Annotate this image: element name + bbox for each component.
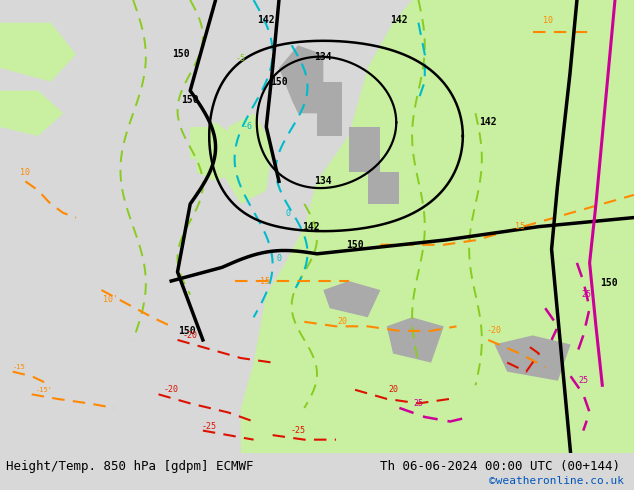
Polygon shape xyxy=(0,23,76,82)
Text: 150: 150 xyxy=(172,49,190,59)
Text: 10': 10' xyxy=(103,294,119,304)
Polygon shape xyxy=(317,0,634,263)
Text: 10: 10 xyxy=(20,168,30,177)
Text: 20: 20 xyxy=(337,318,347,326)
Text: 20: 20 xyxy=(388,385,398,394)
Text: -15': -15' xyxy=(36,387,53,393)
Polygon shape xyxy=(0,91,63,136)
Polygon shape xyxy=(317,82,342,136)
Text: 25: 25 xyxy=(581,290,592,299)
Text: -5: -5 xyxy=(236,54,246,63)
Polygon shape xyxy=(197,122,235,181)
Text: 0: 0 xyxy=(286,209,291,218)
Polygon shape xyxy=(387,318,444,363)
Text: 150: 150 xyxy=(178,326,196,336)
Text: 25: 25 xyxy=(413,399,424,408)
Polygon shape xyxy=(279,46,323,113)
Text: -20: -20 xyxy=(183,331,198,340)
Polygon shape xyxy=(241,417,634,453)
Polygon shape xyxy=(349,127,380,172)
Text: -20: -20 xyxy=(164,385,179,394)
Text: 142: 142 xyxy=(391,15,408,25)
Text: 10: 10 xyxy=(543,16,553,25)
Text: -15: -15 xyxy=(13,364,25,370)
Polygon shape xyxy=(190,127,209,159)
Text: 142: 142 xyxy=(302,221,320,232)
Polygon shape xyxy=(495,335,571,381)
Text: 142: 142 xyxy=(257,15,275,25)
Text: 150: 150 xyxy=(346,240,364,250)
Text: -20: -20 xyxy=(487,326,502,335)
Text: ©weatheronline.co.uk: ©weatheronline.co.uk xyxy=(489,476,624,486)
Text: 150: 150 xyxy=(181,95,199,105)
Text: 142: 142 xyxy=(479,118,497,127)
Text: -25: -25 xyxy=(202,421,217,431)
Text: 134: 134 xyxy=(314,176,332,186)
Text: 150: 150 xyxy=(270,76,288,87)
Text: 150: 150 xyxy=(600,278,618,288)
Text: -6: -6 xyxy=(242,122,252,131)
Text: 25: 25 xyxy=(578,376,588,385)
Text: -25: -25 xyxy=(290,426,306,435)
Text: -15: -15 xyxy=(256,276,271,286)
Polygon shape xyxy=(241,136,634,453)
Text: Height/Temp. 850 hPa [gdpm] ECMWF: Height/Temp. 850 hPa [gdpm] ECMWF xyxy=(6,460,254,473)
Polygon shape xyxy=(368,172,399,204)
Text: 15: 15 xyxy=(515,222,525,231)
Text: Th 06-06-2024 00:00 UTC (00+144): Th 06-06-2024 00:00 UTC (00+144) xyxy=(380,460,621,473)
Polygon shape xyxy=(222,113,273,204)
Polygon shape xyxy=(323,281,380,318)
Text: 0: 0 xyxy=(276,254,281,263)
Text: 134: 134 xyxy=(314,51,332,62)
